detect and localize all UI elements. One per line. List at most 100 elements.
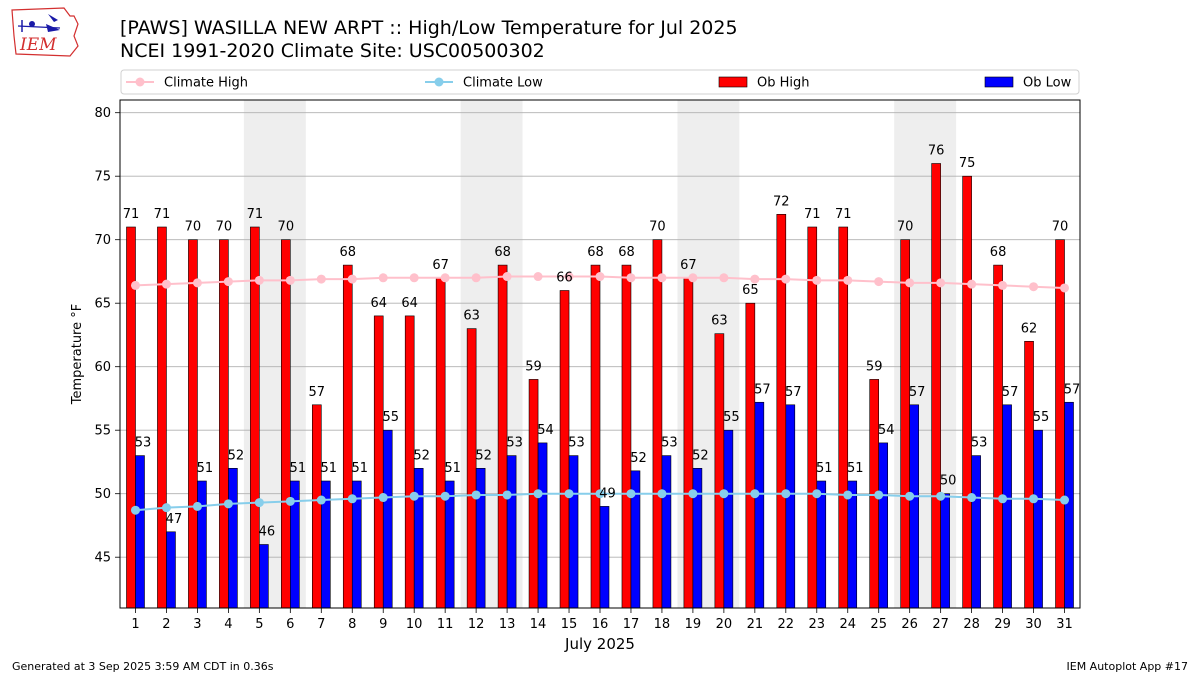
bar-ob-low — [506, 455, 517, 609]
climate-high-point — [192, 278, 202, 288]
climate-high-point — [781, 274, 791, 284]
bar-ob-low — [228, 467, 238, 609]
bar-ob-high — [714, 333, 725, 609]
bar-ob-high — [466, 328, 477, 609]
climate-high-point — [564, 272, 574, 282]
climate-high-point — [130, 280, 140, 290]
label-ob-high: 67 — [680, 258, 697, 273]
x-tick-label: 20 — [716, 617, 733, 632]
climate-low-point — [502, 490, 512, 500]
climate-low-point — [409, 491, 419, 501]
bar-ob-low — [723, 429, 734, 609]
bar-ob-high — [342, 264, 353, 609]
label-ob-high: 68 — [494, 245, 511, 260]
climate-high-point — [843, 275, 853, 285]
climate-low-point — [564, 489, 574, 499]
label-ob-high: 59 — [525, 359, 542, 374]
climate-high-legend-label: Climate High — [164, 76, 248, 91]
bar-ob-high — [683, 277, 694, 609]
bar-ob-low — [847, 480, 858, 609]
label-ob-low: 50 — [940, 474, 957, 489]
label-ob-low: 51 — [321, 461, 338, 476]
climate-low-point — [192, 501, 202, 511]
label-ob-high: 68 — [587, 245, 604, 260]
label-ob-high: 63 — [711, 314, 728, 329]
ob-low-legend-label: Ob Low — [1023, 76, 1072, 91]
x-tick-label: 28 — [963, 617, 980, 632]
legend: Climate High Climate Low Ob High Ob Low — [120, 69, 1080, 95]
climate-high-point — [626, 273, 636, 283]
climate-low-legend-label: Climate Low — [463, 76, 543, 91]
bar-ob-high — [652, 239, 663, 609]
label-ob-low: 53 — [971, 436, 988, 451]
label-ob-low: 51 — [290, 461, 307, 476]
x-tick-label: 16 — [592, 617, 609, 632]
climate-low-point — [254, 498, 264, 508]
climate-low-point — [316, 495, 326, 505]
climate-low-point — [223, 499, 233, 509]
x-tick-label: 18 — [654, 617, 671, 632]
label-ob-high: 67 — [432, 258, 449, 273]
x-tick-label: 26 — [901, 617, 918, 632]
label-ob-low: 57 — [909, 385, 926, 400]
label-ob-high: 71 — [123, 207, 140, 222]
x-tick-label: 22 — [778, 617, 795, 632]
bar-ob-high — [435, 277, 446, 609]
bar-ob-high — [776, 214, 787, 609]
x-tick-label: 17 — [623, 617, 640, 632]
label-ob-low: 57 — [785, 385, 802, 400]
bar-ob-low — [413, 467, 424, 609]
ob-high-legend-label: Ob High — [757, 76, 810, 91]
climate-low-point — [998, 494, 1008, 504]
climate-low-point — [657, 489, 667, 499]
climate-high-point — [812, 275, 822, 285]
label-ob-low: 51 — [847, 461, 864, 476]
x-tick-label: 23 — [809, 617, 826, 632]
label-ob-high: 64 — [370, 296, 387, 311]
climate-low-point — [130, 505, 140, 515]
label-ob-high: 71 — [835, 207, 852, 222]
bar-ob-low — [475, 467, 486, 609]
bar-ob-low — [197, 480, 207, 609]
bar-ob-low — [135, 455, 145, 609]
climate-high-point — [471, 273, 481, 283]
bar-ob-low — [878, 442, 889, 609]
x-tick-label: 13 — [499, 617, 516, 632]
climate-high-point — [874, 277, 884, 287]
x-tick-label: 25 — [870, 617, 887, 632]
y-tick-label: 80 — [94, 106, 111, 121]
y-axis-label: Temperature °F — [70, 304, 85, 405]
climate-high-point — [533, 272, 543, 282]
iem-logo: IEM — [11, 7, 79, 57]
x-tick-label: 31 — [1056, 617, 1073, 632]
climate-low-point — [1060, 495, 1070, 505]
label-ob-high: 71 — [804, 207, 821, 222]
bar-ob-low — [166, 531, 176, 609]
legend-box — [120, 69, 1080, 95]
climate-low-point — [533, 489, 543, 499]
x-tick-label: 1 — [131, 617, 139, 632]
climate-high-point — [1060, 283, 1070, 293]
climate-high-point — [161, 279, 171, 289]
bar-ob-low — [259, 544, 269, 609]
climate-low-point — [626, 489, 636, 499]
climate-low-point — [967, 493, 977, 503]
label-ob-low: 52 — [630, 451, 647, 466]
x-tick-label: 3 — [193, 617, 201, 632]
chart-title: [PAWS] WASILLA NEW ARPT :: High/Low Temp… — [120, 17, 738, 39]
x-tick-label: 6 — [286, 617, 294, 632]
label-ob-high: 72 — [773, 194, 790, 209]
label-ob-low: 47 — [166, 512, 183, 527]
climate-low-legend-marker — [434, 77, 444, 87]
climate-high-point — [688, 273, 698, 283]
label-ob-low: 52 — [413, 448, 430, 463]
climate-high-point — [719, 273, 729, 283]
label-ob-high: 71 — [154, 207, 171, 222]
bar-ob-high — [745, 302, 756, 609]
label-ob-high: 64 — [401, 296, 418, 311]
label-ob-low: 46 — [259, 525, 276, 540]
climate-high-point — [1029, 282, 1039, 292]
climate-high-point — [967, 279, 977, 289]
bar-ob-low — [1002, 404, 1012, 609]
